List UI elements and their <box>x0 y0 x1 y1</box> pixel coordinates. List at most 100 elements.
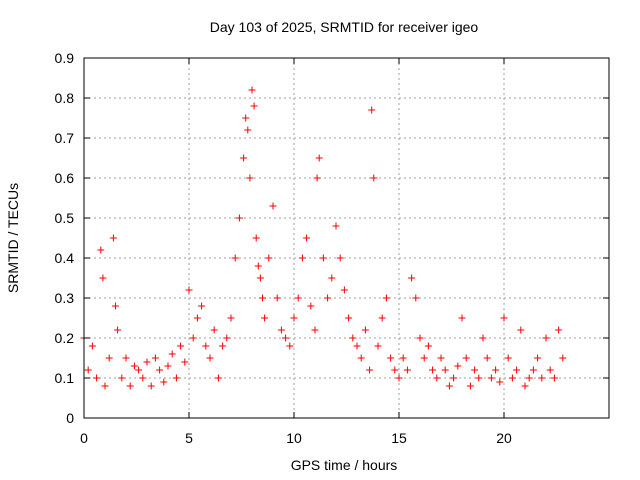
data-point <box>223 334 231 342</box>
data-point <box>88 342 96 350</box>
data-point <box>252 234 260 242</box>
data-point <box>122 354 130 362</box>
data-point <box>550 374 558 382</box>
data-point <box>256 274 264 282</box>
data-point <box>202 342 210 350</box>
data-point <box>328 274 336 282</box>
data-point <box>219 342 227 350</box>
data-point <box>112 302 119 310</box>
data-point <box>395 374 403 382</box>
data-point <box>387 354 395 362</box>
data-point <box>214 374 222 382</box>
data-point <box>290 314 298 322</box>
data-point <box>382 294 390 302</box>
data-point <box>118 374 126 382</box>
data-point <box>559 354 567 362</box>
data-point <box>538 374 546 382</box>
data-point <box>259 294 266 302</box>
data-point <box>542 334 550 342</box>
data-point <box>353 342 361 350</box>
data-point <box>450 374 458 382</box>
data-point <box>475 374 483 382</box>
data-point <box>471 366 479 374</box>
data-point <box>454 362 462 370</box>
x-axis-label: GPS time / hours <box>291 457 398 473</box>
data-point <box>246 174 254 182</box>
data-point <box>101 382 109 390</box>
data-point <box>483 354 491 362</box>
data-point <box>84 366 92 374</box>
data-point <box>391 366 399 374</box>
data-point <box>114 326 122 334</box>
data-point <box>303 234 311 242</box>
data-point <box>492 366 500 374</box>
data-point <box>332 222 340 230</box>
data-point <box>261 314 269 322</box>
y-tick-label: 0.5 <box>55 210 75 226</box>
data-point <box>156 366 164 374</box>
data-point <box>181 358 189 366</box>
data-point <box>399 354 407 362</box>
data-point <box>424 342 432 350</box>
data-point <box>319 254 327 262</box>
data-point <box>370 174 378 182</box>
data-point <box>269 202 277 210</box>
data-point <box>429 366 437 374</box>
data-point <box>307 302 315 310</box>
data-point <box>130 362 138 370</box>
data-point <box>160 378 168 386</box>
data-point <box>139 374 147 382</box>
data-point <box>193 314 201 322</box>
data-point <box>185 286 193 294</box>
y-tick-label: 0 <box>66 410 74 426</box>
data-point <box>517 326 525 334</box>
data-point <box>313 174 321 182</box>
data-point <box>374 342 382 350</box>
data-point <box>265 254 273 262</box>
data-point <box>189 334 197 342</box>
data-point <box>408 274 416 282</box>
data-point <box>479 334 487 342</box>
data-point <box>462 354 470 362</box>
data-point <box>231 254 239 262</box>
data-point <box>466 382 474 390</box>
data-point <box>336 254 344 262</box>
data-point <box>345 314 353 322</box>
data-point <box>277 326 285 334</box>
data-point <box>273 294 281 302</box>
data-point <box>248 86 256 94</box>
data-point <box>315 154 323 162</box>
data-point <box>298 254 306 262</box>
y-tick-label: 0.6 <box>55 170 75 186</box>
data-point <box>99 274 107 282</box>
data-point <box>546 366 554 374</box>
grid <box>84 58 609 418</box>
data-point <box>250 102 258 110</box>
data-point <box>135 366 143 374</box>
data-point <box>143 358 151 366</box>
data-point <box>177 342 185 350</box>
data-point <box>534 354 542 362</box>
data-point <box>168 350 176 358</box>
data-point <box>361 326 369 334</box>
data-point <box>412 294 420 302</box>
data-point <box>555 326 563 334</box>
data-point <box>437 354 445 362</box>
data-point <box>420 354 428 362</box>
data-point <box>504 354 512 362</box>
x-tick-label: 5 <box>185 430 193 446</box>
data-point <box>235 214 243 222</box>
data-point <box>403 366 411 374</box>
data-point <box>164 362 172 370</box>
plot-frame <box>83 57 610 419</box>
data-point <box>357 354 365 362</box>
y-tick-label: 0.2 <box>55 330 75 346</box>
data-point <box>529 366 537 374</box>
data-point <box>206 354 214 362</box>
data-point <box>147 382 155 390</box>
chart-title: Day 103 of 2025, SRMTID for receiver ige… <box>210 19 479 35</box>
data-point <box>500 314 508 322</box>
data-point <box>366 366 374 374</box>
y-tick-label: 0.1 <box>55 370 75 386</box>
